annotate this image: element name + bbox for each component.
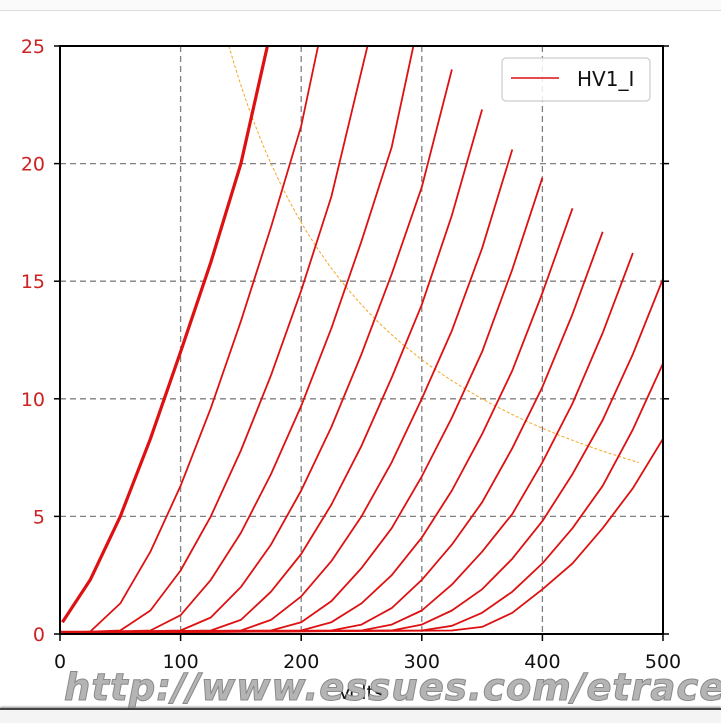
curve-line [60, 46, 319, 633]
curve-line [60, 207, 574, 634]
curve-line [60, 278, 663, 634]
window-top-edge [0, 0, 721, 11]
x-tick-label: 500 [645, 651, 681, 673]
curve-line [60, 149, 514, 634]
curve-line [60, 46, 369, 634]
curve-line [60, 46, 415, 634]
dissipation-curve [228, 45, 640, 463]
x-tick-label: 300 [404, 651, 440, 673]
curve-line [60, 363, 663, 634]
y-tick-label: 0 [33, 624, 45, 646]
data-series [60, 46, 663, 634]
watermark-url: http://www.essues.com/etrace [64, 666, 721, 709]
window-bottom-edge [0, 708, 721, 723]
y-tick-label: 25 [21, 36, 45, 58]
grid-lines [60, 46, 663, 634]
y-tick-label: 20 [21, 154, 45, 176]
legend-label: HV1_I [577, 67, 634, 91]
dissipation-hyperbola [228, 45, 640, 463]
curve-line [60, 69, 453, 634]
x-tick-label: 200 [283, 651, 319, 673]
curve-line [60, 177, 544, 634]
plot-frame [59, 45, 664, 635]
x-axis-label: Volts [338, 682, 384, 704]
legend: HV1_I [501, 57, 651, 102]
y-axis-ticks: 0 5 10 15 20 25 [21, 36, 669, 646]
x-tick-label: 100 [162, 651, 198, 673]
axes [59, 45, 664, 635]
curve-line [60, 231, 604, 634]
curve-line [60, 438, 663, 634]
x-tick-label: 0 [54, 651, 66, 673]
curve-line [60, 109, 483, 634]
curve-line [60, 252, 634, 634]
curve-line [61, 46, 269, 624]
y-tick-label: 10 [21, 389, 45, 411]
legend-box [501, 57, 651, 102]
x-axis-ticks: 0 100 200 300 400 500 [54, 634, 681, 673]
x-tick-label: 400 [524, 651, 560, 673]
y-tick-label: 15 [21, 271, 45, 293]
y-tick-label: 5 [33, 506, 45, 528]
